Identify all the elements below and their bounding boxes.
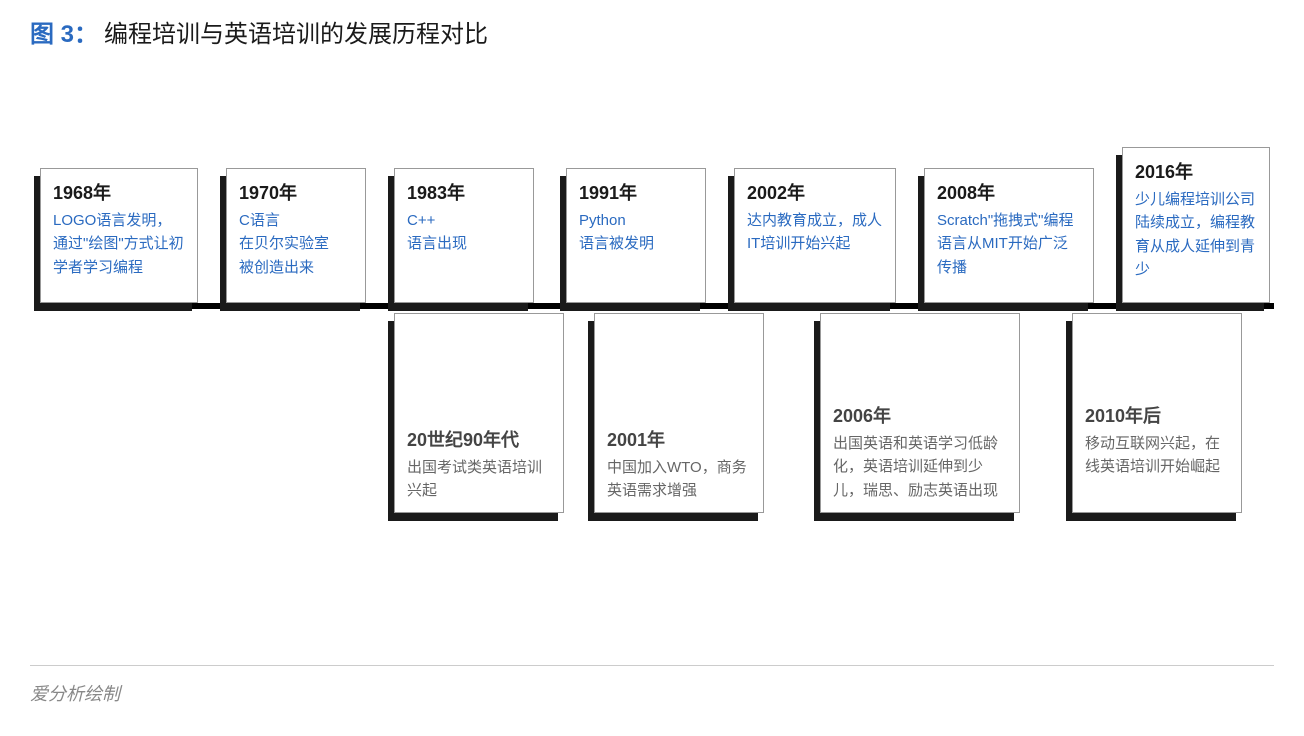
timeline-axis xyxy=(35,303,1274,309)
top-year: 1983年 xyxy=(407,179,521,205)
top-year: 2008年 xyxy=(937,179,1081,205)
top-desc: 达内教育成立，成人IT培训开始兴起 xyxy=(747,209,883,256)
bottom-year: 2010年后 xyxy=(1085,402,1229,428)
bottom-desc: 中国加入WTO，商务英语需求增强 xyxy=(607,456,751,503)
top-year: 1968年 xyxy=(53,179,185,205)
bottom-card-1: 2001年中国加入WTO，商务英语需求增强 xyxy=(594,313,764,513)
credit-text: 爱分析绘制 xyxy=(30,680,120,706)
bottom-card-2: 2006年出国英语和英语学习低龄化，英语培训延伸到少儿，瑞思、励志英语出现 xyxy=(820,313,1020,513)
top-desc: 少儿编程培训公司陆续成立，编程教育从成人延伸到青少 xyxy=(1135,188,1257,281)
top-card-2: 1983年 C++ 语言出现 xyxy=(394,168,534,303)
top-desc: C++ 语言出现 xyxy=(407,209,521,256)
top-card-1: 1970年 C语言 在贝尔实验室 被创造出来 xyxy=(226,168,366,303)
top-card-3: 1991年 Python 语言被发明 xyxy=(566,168,706,303)
bottom-card-3: 2010年后移动互联网兴起，在线英语培训开始崛起 xyxy=(1072,313,1242,513)
top-card-0: 1968年 LOGO语言发明，通过"绘图"方式让初学者学习编程 xyxy=(40,168,198,303)
title-text: 编程培训与英语培训的发展历程对比 xyxy=(104,14,488,49)
timeline: 1968年 LOGO语言发明，通过"绘图"方式让初学者学习编程 1970年 C语言 在… xyxy=(30,99,1274,619)
figure-title: 图 3： 编程培训与英语培训的发展历程对比 xyxy=(30,14,1274,49)
bottom-year: 2001年 xyxy=(607,426,751,452)
title-prefix: 图 3： xyxy=(30,14,98,49)
bottom-desc: 移动互联网兴起，在线英语培训开始崛起 xyxy=(1085,432,1229,479)
bottom-desc: 出国英语和英语学习低龄化，英语培训延伸到少儿，瑞思、励志英语出现 xyxy=(833,432,1007,502)
top-year: 2016年 xyxy=(1135,158,1257,184)
top-card-5: 2008年 Scratch"拖拽式"编程语言从MIT开始广泛传播 xyxy=(924,168,1094,303)
top-desc: LOGO语言发明，通过"绘图"方式让初学者学习编程 xyxy=(53,209,185,279)
top-desc: Scratch"拖拽式"编程语言从MIT开始广泛传播 xyxy=(937,209,1081,279)
top-year: 2002年 xyxy=(747,179,883,205)
top-year: 1991年 xyxy=(579,179,693,205)
bottom-year: 20世纪90年代 xyxy=(407,426,551,452)
top-card-6: 2016年少儿编程培训公司陆续成立，编程教育从成人延伸到青少 xyxy=(1122,147,1270,303)
top-desc: Python 语言被发明 xyxy=(579,209,693,256)
bottom-card-0: 20世纪90年代出国考试类英语培训兴起 xyxy=(394,313,564,513)
footer-divider xyxy=(30,665,1274,666)
bottom-desc: 出国考试类英语培训兴起 xyxy=(407,456,551,503)
top-desc: C语言 在贝尔实验室 被创造出来 xyxy=(239,209,353,279)
top-card-4: 2002年达内教育成立，成人IT培训开始兴起 xyxy=(734,168,896,303)
bottom-year: 2006年 xyxy=(833,402,1007,428)
top-year: 1970年 xyxy=(239,179,353,205)
